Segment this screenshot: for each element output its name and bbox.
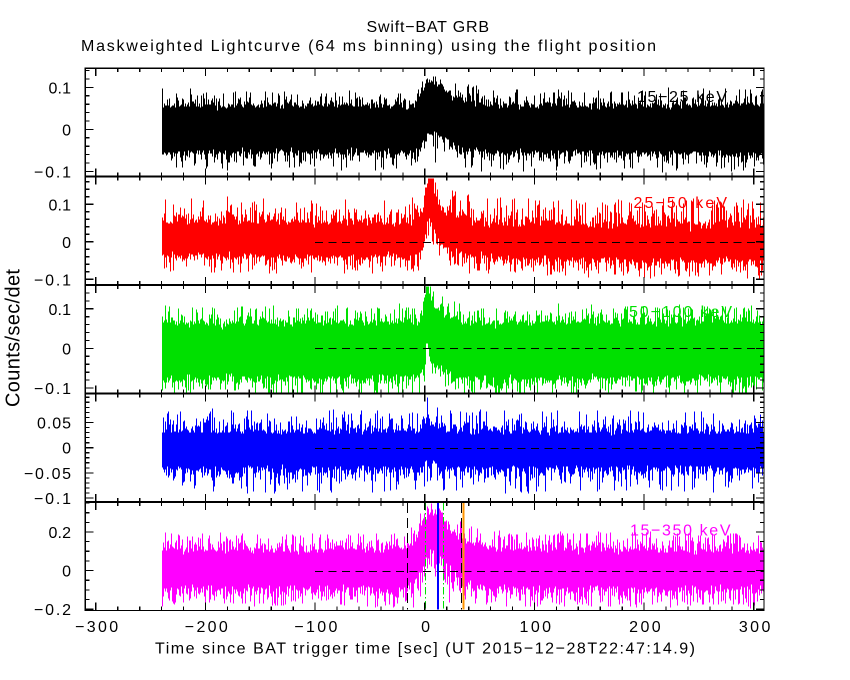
svg-text:25−50 keV: 25−50 keV — [634, 195, 728, 212]
svg-text:0: 0 — [62, 564, 71, 581]
svg-text:0.2: 0.2 — [49, 525, 72, 542]
svg-text:200: 200 — [629, 619, 661, 636]
svg-text:Swift−BAT GRB: Swift−BAT GRB — [367, 19, 490, 36]
svg-text:0.1: 0.1 — [49, 197, 72, 214]
svg-text:0.1: 0.1 — [49, 80, 72, 97]
svg-text:15−350 keV: 15−350 keV — [630, 523, 731, 540]
svg-text:50−100 keV: 50−100 keV — [629, 304, 732, 321]
svg-text:Maskweighted Lightcurve (64 ms: Maskweighted Lightcurve (64 ms binning) … — [81, 38, 656, 55]
svg-text:Time since BAT trigger time [s: Time since BAT trigger time [sec] (UT 20… — [155, 641, 695, 658]
svg-text:−0.05: −0.05 — [24, 466, 71, 483]
svg-text:0: 0 — [62, 441, 71, 458]
svg-text:0.1: 0.1 — [49, 302, 72, 319]
svg-text:Counts/sec/det: Counts/sec/det — [3, 269, 25, 407]
svg-text:15−25 keV: 15−25 keV — [637, 89, 727, 106]
svg-text:0: 0 — [62, 341, 71, 358]
svg-text:100: 100 — [520, 619, 552, 636]
svg-text:0: 0 — [62, 122, 71, 139]
svg-text:0: 0 — [62, 235, 71, 252]
svg-text:300: 300 — [739, 619, 771, 636]
svg-text:0: 0 — [421, 619, 430, 636]
svg-text:−0.1: −0.1 — [34, 164, 71, 181]
svg-text:−0.1: −0.1 — [34, 272, 71, 289]
svg-text:−0.1: −0.1 — [34, 381, 71, 398]
svg-text:−0.1: −0.1 — [34, 491, 71, 508]
svg-text:0.05: 0.05 — [37, 416, 71, 433]
svg-text:−0.2: −0.2 — [34, 602, 71, 619]
